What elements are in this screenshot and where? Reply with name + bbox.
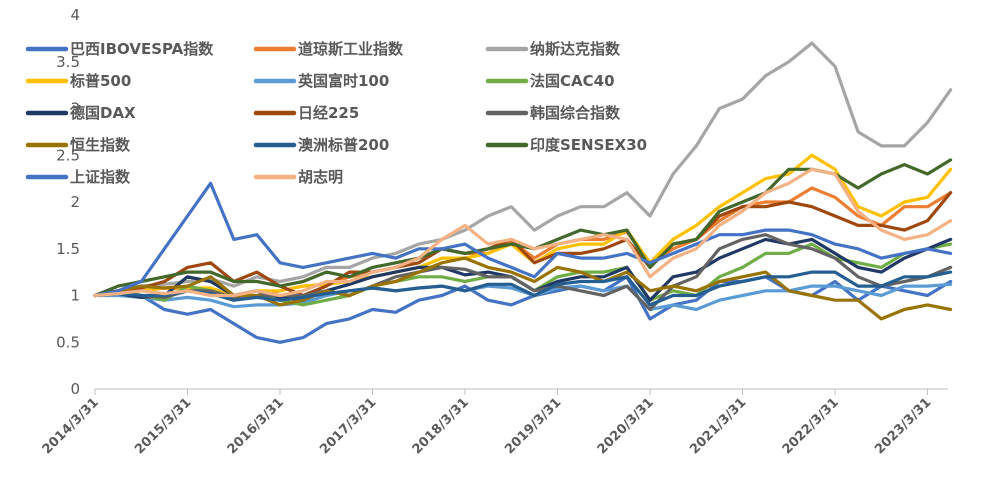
- series-line-14: [93, 167, 953, 298]
- x-tick-label: 2023/3/31: [872, 395, 934, 457]
- y-axis: 0 0.5 1 1.5 2 2.5 3 3.5 4: [56, 6, 80, 398]
- legend-label: 道琼斯工业指数: [298, 40, 404, 58]
- y-tick-label: 0: [70, 380, 80, 398]
- series-line-3: [93, 41, 953, 298]
- legend-item: 德国DAX: [25, 104, 136, 122]
- legend-item: 道琼斯工业指数: [253, 40, 404, 58]
- y-tick-label: 3: [70, 100, 80, 118]
- x-axis: 2014/3/31 2015/3/31 2016/3/31 2017/3/31 2018…: [40, 388, 948, 457]
- legend-item: 法国CAC40: [485, 72, 615, 90]
- legend-label: 巴西IBOVESPA指数: [70, 40, 214, 58]
- series-line-11: [93, 270, 953, 307]
- y-tick-label: 2: [70, 193, 80, 211]
- x-tick-label: 2019/3/31: [502, 395, 564, 457]
- legend-label: 标普500: [69, 72, 131, 90]
- x-tick-label: 2020/3/31: [595, 395, 657, 457]
- y-tick-label: 2.5: [56, 146, 80, 164]
- legend-item: 胡志明: [253, 168, 343, 186]
- x-tick-label: 2015/3/31: [132, 395, 194, 457]
- legend-label: 澳洲标普200: [298, 136, 389, 154]
- legend-item: 澳洲标普200: [253, 136, 389, 154]
- x-tick-label: 2014/3/31: [40, 395, 102, 457]
- y-tick-label: 1.5: [56, 240, 80, 258]
- legend-item: 巴西IBOVESPA指数: [25, 40, 214, 58]
- legend-item: 韩国综合指数: [485, 104, 621, 122]
- legend-label: 纳斯达克指数: [530, 40, 621, 58]
- x-tick-label: 2021/3/31: [687, 395, 749, 457]
- x-tick-label: 2016/3/31: [225, 395, 287, 457]
- legend-item: 恒生指数: [25, 136, 131, 154]
- y-tick-label: 0.5: [56, 333, 80, 351]
- series-line-13: [93, 181, 953, 298]
- y-tick-label: 4: [70, 6, 80, 24]
- legend-item: 印度SENSEX30: [485, 136, 647, 154]
- legend-label: 胡志明: [298, 168, 343, 186]
- legend-label: 韩国综合指数: [530, 104, 621, 122]
- y-tick-label: 1: [70, 287, 80, 305]
- x-tick-label: 2018/3/31: [410, 395, 472, 457]
- legend-label: 印度SENSEX30: [530, 136, 647, 154]
- series-line-12: [93, 158, 953, 298]
- x-tick-label: 2022/3/31: [780, 395, 842, 457]
- legend-label: 法国CAC40: [530, 72, 615, 90]
- legend-item: 日经225: [253, 104, 359, 122]
- legend-item: 英国富时100: [253, 72, 389, 90]
- y-tick-label: 3.5: [56, 53, 80, 71]
- legend-label: 日经225: [298, 104, 359, 122]
- x-tick-label: 2017/3/31: [317, 395, 379, 457]
- legend-label: 英国富时100: [298, 72, 389, 90]
- legend-item: 纳斯达克指数: [485, 40, 621, 58]
- legend-item: 上证指数: [25, 168, 131, 186]
- legend-label: 恒生指数: [70, 136, 131, 154]
- legend-label: 上证指数: [70, 168, 131, 186]
- legend-label: 德国DAX: [70, 104, 136, 122]
- series-line-5: [93, 282, 953, 312]
- plot-lines: [93, 41, 953, 344]
- legend-item: 标普500: [25, 72, 131, 90]
